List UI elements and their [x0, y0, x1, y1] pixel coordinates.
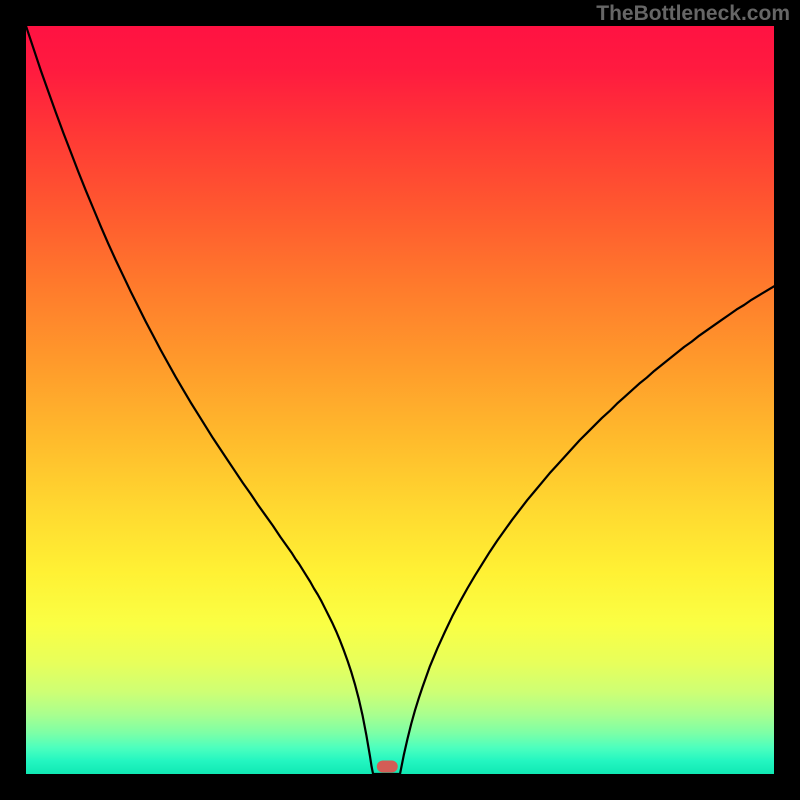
chart-svg: [26, 26, 774, 774]
optimum-marker: [377, 761, 398, 773]
gradient-background: [26, 26, 774, 774]
watermark-text: TheBottleneck.com: [596, 2, 790, 26]
chart-plot-area: [26, 26, 774, 774]
